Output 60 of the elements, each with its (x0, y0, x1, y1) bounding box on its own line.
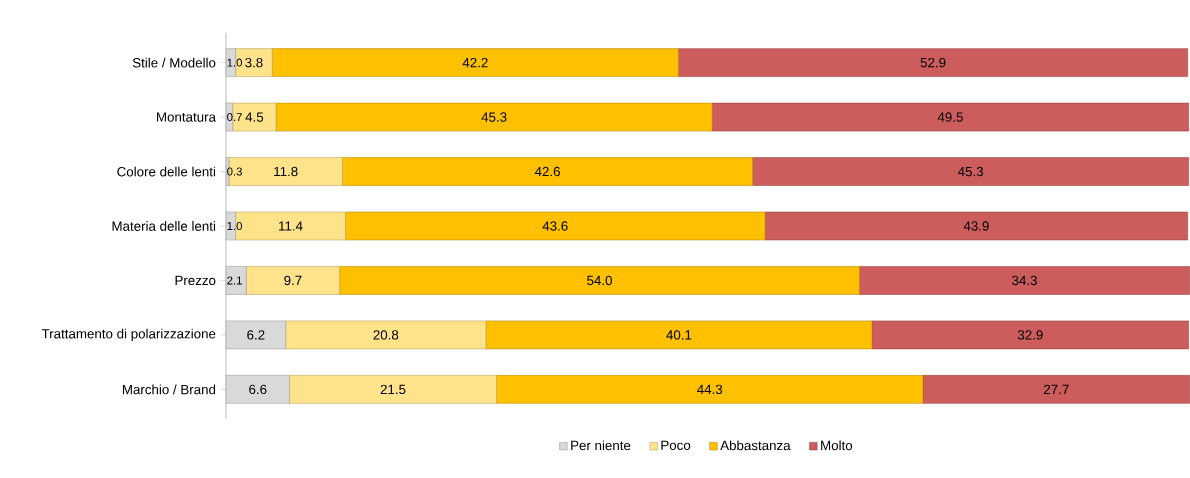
data-label: 11.4 (279, 221, 303, 231)
y-tick-label: Marchio / Brand (122, 384, 216, 395)
bar (245, 266, 340, 295)
data-label: 49.5 (937, 112, 963, 122)
y-tick-label: Montatura (157, 112, 216, 122)
data-label: 42.2 (462, 57, 488, 68)
y-tick-label: Materia delle lenti (112, 221, 216, 231)
bar (225, 320, 286, 350)
bar (285, 320, 487, 350)
bar (339, 266, 860, 295)
bar (225, 375, 290, 404)
legend-label: Per niente (571, 440, 631, 451)
data-label: 1.0 (227, 221, 242, 230)
bar (859, 266, 1190, 295)
data-label: 43.6 (542, 221, 568, 231)
data-label: 6.6 (249, 384, 267, 395)
bar (228, 157, 343, 186)
data-label: 2.1 (227, 276, 242, 285)
y-tick-label: Stile / Modello (132, 57, 216, 68)
data-label: 1.0 (227, 58, 242, 67)
data-label: 32.9 (1017, 330, 1043, 340)
legend-label: Molto (821, 440, 853, 451)
data-label: 52.9 (920, 57, 946, 68)
data-label: 27.7 (1043, 384, 1069, 395)
data-label: 3.8 (245, 57, 263, 68)
legend-label: Poco (661, 440, 691, 450)
data-label: 42.6 (534, 166, 560, 177)
bar (342, 157, 753, 186)
data-label: 0.7 (227, 113, 242, 122)
data-label: 21.5 (380, 384, 406, 395)
bar (871, 320, 1189, 350)
bar (275, 102, 713, 132)
data-label: 6.2 (247, 330, 265, 340)
data-label: 43.9 (963, 221, 989, 231)
data-label: 11.8 (274, 166, 298, 177)
bar (271, 48, 679, 77)
bar (289, 375, 497, 404)
data-label: 45.3 (957, 166, 984, 177)
data-label: 20.8 (373, 330, 399, 340)
data-label: 34.3 (1012, 275, 1037, 286)
y-tick-label: Trattamento di polarizzazione (41, 328, 216, 342)
bar (225, 266, 247, 295)
bar (496, 375, 924, 404)
bar (711, 102, 1189, 132)
data-label: 0.3 (227, 167, 242, 176)
bar (764, 211, 1188, 241)
data-label: 4.5 (245, 112, 264, 122)
bar (922, 375, 1190, 404)
y-tick-label: Prezzo (175, 275, 216, 286)
y-tick-label: Colore delle lenti (117, 166, 216, 177)
legend-label: Abbastanza (720, 440, 791, 451)
data-label: 54.0 (587, 275, 612, 286)
data-label: 40.1 (666, 330, 692, 340)
data-label: 45.3 (481, 112, 507, 122)
bar (485, 320, 873, 350)
bar (345, 211, 766, 241)
data-label: 44.3 (697, 384, 723, 395)
data-label: 9.7 (284, 275, 302, 286)
bar (678, 48, 1188, 77)
bar (752, 157, 1189, 186)
